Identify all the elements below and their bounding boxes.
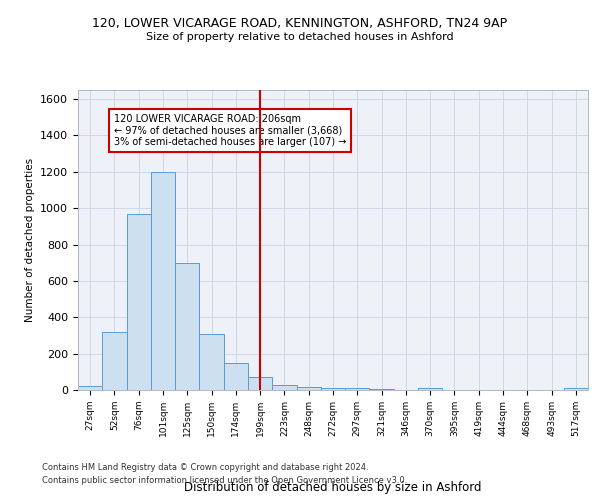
Bar — [418, 388, 442, 390]
Bar — [151, 172, 175, 390]
X-axis label: Distribution of detached houses by size in Ashford: Distribution of detached houses by size … — [184, 480, 482, 494]
Text: Contains HM Land Registry data © Crown copyright and database right 2024.: Contains HM Land Registry data © Crown c… — [42, 464, 368, 472]
Bar — [564, 388, 588, 390]
Bar — [296, 388, 321, 390]
Bar — [345, 388, 370, 390]
Y-axis label: Number of detached properties: Number of detached properties — [25, 158, 35, 322]
Bar — [321, 388, 345, 390]
Bar — [224, 362, 248, 390]
Text: 120, LOWER VICARAGE ROAD, KENNINGTON, ASHFORD, TN24 9AP: 120, LOWER VICARAGE ROAD, KENNINGTON, AS… — [92, 18, 508, 30]
Text: 120 LOWER VICARAGE ROAD: 206sqm
← 97% of detached houses are smaller (3,668)
3% : 120 LOWER VICARAGE ROAD: 206sqm ← 97% of… — [114, 114, 346, 147]
Bar — [370, 389, 394, 390]
Text: Size of property relative to detached houses in Ashford: Size of property relative to detached ho… — [146, 32, 454, 42]
Text: Contains public sector information licensed under the Open Government Licence v3: Contains public sector information licen… — [42, 476, 407, 485]
Bar — [127, 214, 151, 390]
Bar — [78, 386, 102, 390]
Bar — [102, 332, 127, 390]
Bar — [199, 334, 224, 390]
Bar — [248, 378, 272, 390]
Bar — [175, 262, 199, 390]
Bar — [272, 386, 296, 390]
